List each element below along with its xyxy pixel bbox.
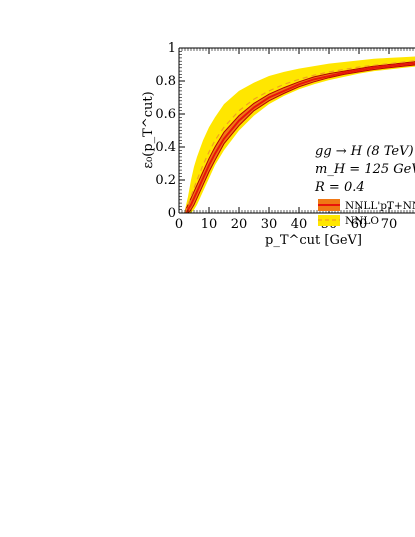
- y-tick-label: 0.8: [155, 74, 176, 89]
- x-tick-label: 60: [351, 217, 368, 232]
- y-tick-label: 0.2: [155, 173, 176, 188]
- plot-series: [184, 56, 415, 213]
- nnlo-band: [185, 56, 415, 213]
- x-tick-label: 0: [175, 217, 183, 232]
- x-tick-label: 40: [291, 217, 308, 232]
- resummed-band-lower-edge: [185, 64, 415, 213]
- x-tick-label: 70: [381, 217, 398, 232]
- x-axis-label: p_T^cut [GeV]: [265, 233, 362, 248]
- legend: NNLL'pT+NNLO NNLO: [318, 199, 415, 227]
- legend-label-nnlo: NNLO: [345, 215, 379, 227]
- annotation-mass: m_H = 125 GeV: [315, 162, 415, 177]
- y-tick-label: 0: [168, 206, 176, 221]
- y-tick-label: 1: [168, 41, 176, 56]
- y-axis-label: ε₀(p_T^cut): [141, 91, 156, 168]
- y-tick-label: 0.4: [155, 140, 176, 155]
- legend-label-resummed: NNLL'pT+NNLO: [345, 200, 415, 212]
- nnlo-central-line: [184, 60, 415, 213]
- resummed-central-line: [184, 62, 415, 213]
- x-tick-label: 20: [231, 217, 248, 232]
- annotation-radius: R = 0.4: [314, 180, 365, 195]
- annotation-process: gg → H (8 TeV): [315, 144, 414, 159]
- x-tick-label: 30: [261, 217, 278, 232]
- y-tick-label: 0.6: [155, 107, 176, 122]
- x-tick-label: 10: [201, 217, 218, 232]
- resummed-band-upper-edge: [184, 61, 415, 212]
- axis-ticks: 01020304050607000.20.40.60.81: [155, 41, 414, 232]
